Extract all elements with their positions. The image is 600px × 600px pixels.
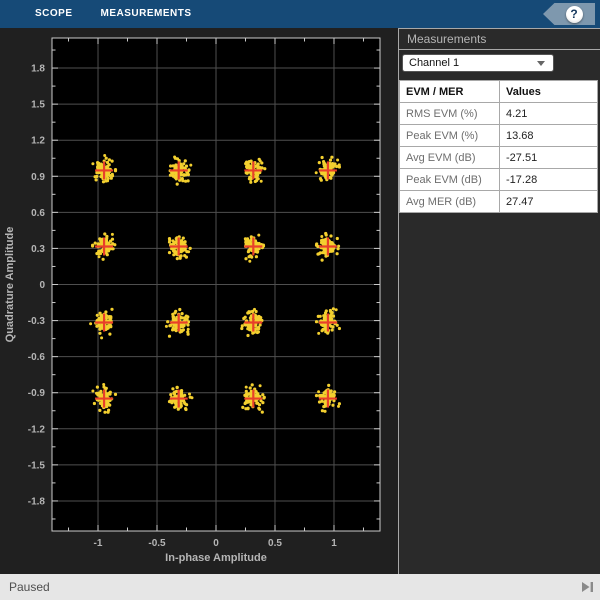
metric-column-header: EVM / MER [399,80,500,103]
svg-text:-1.5: -1.5 [28,460,46,471]
svg-text:0: 0 [213,538,219,549]
metric-value: 27.47 [499,190,598,213]
table-row: RMS EVM (%) 4.21 [399,102,598,125]
main-region: -1 -0.5 0 0.5 1 -1.8 -1.5 -1.2 -0.9 -0.6 -0.3 0 0.3 0… [0,28,600,574]
table-row: Peak EVM (%) 13.68 [399,124,598,147]
svg-text:-1: -1 [94,538,103,549]
panel-title: Measurements [399,29,600,50]
svg-text:1: 1 [331,538,337,549]
plot-figure: -1 -0.5 0 0.5 1 -1.8 -1.5 -1.2 -0.9 -0.6 -0.3 0 0.3 0… [0,28,397,574]
svg-text:-0.5: -0.5 [148,538,166,549]
channel-dropdown-value: Channel 1 [409,57,460,69]
svg-text:-1.8: -1.8 [28,496,46,507]
panel-splitter[interactable] [398,28,399,574]
axes-box [51,37,381,532]
toolstrip-tab-bar: SCOPE MEASUREMENTS ? [0,0,600,28]
axis-ticks [52,38,380,531]
reference-constellation-markers [95,161,337,408]
svg-text:1.5: 1.5 [31,100,45,111]
table-row: Peak EVM (dB) -17.28 [399,168,598,191]
tab-measurements[interactable]: MEASUREMENTS [100,8,192,19]
values-column-header: Values [499,80,598,103]
metric-value: -27.51 [499,146,598,169]
svg-text:-0.6: -0.6 [28,352,46,363]
svg-text:0.6: 0.6 [31,208,45,219]
metric-value: 4.21 [499,102,598,125]
measurements-table: EVM / MER Values RMS EVM (%) 4.21 Peak E… [399,80,598,213]
svg-text:1.8: 1.8 [31,64,45,75]
status-bar: Paused [0,574,600,600]
metric-value: 13.68 [499,124,598,147]
help-button[interactable]: ? [543,3,595,25]
chevron-down-icon [537,60,545,66]
svg-text:-1.2: -1.2 [28,424,46,435]
table-header-row: EVM / MER Values [399,80,598,103]
step-forward-icon[interactable] [580,581,600,593]
measurements-panel: Measurements Channel 1 EVM / MER Values … [399,28,600,574]
constellation-plot: -1 -0.5 0 0.5 1 -1.8 -1.5 -1.2 -0.9 -0.6 -0.3 0 0.3 0… [4,37,381,564]
svg-text:0.9: 0.9 [31,172,45,183]
svg-text:0: 0 [39,280,45,291]
question-icon[interactable]: ? [565,5,583,23]
svg-text:0.5: 0.5 [268,538,282,549]
table-row: Avg MER (dB) 27.47 [399,190,598,213]
channel-dropdown[interactable]: Channel 1 [402,54,554,72]
svg-text:0.3: 0.3 [31,244,45,255]
tick-labels: -1 -0.5 0 0.5 1 -1.8 -1.5 -1.2 -0.9 -0.6 -0.3 0 0.3 0… [28,64,337,549]
metric-label: Avg EVM (dB) [399,146,500,169]
metric-label: Avg MER (dB) [399,190,500,213]
y-axis-label: Quadrature Amplitude [4,227,16,343]
metric-label: RMS EVM (%) [399,102,500,125]
metric-label: Peak EVM (%) [399,124,500,147]
x-axis-label: In-phase Amplitude [165,552,267,564]
status-text: Paused [9,580,50,594]
metric-label: Peak EVM (dB) [399,168,500,191]
svg-text:1.2: 1.2 [31,136,45,147]
svg-text:-0.3: -0.3 [28,316,46,327]
table-row: Avg EVM (dB) -27.51 [399,146,598,169]
tab-scope[interactable]: SCOPE [35,8,73,19]
svg-text:-0.9: -0.9 [28,388,46,399]
metric-value: -17.28 [499,168,598,191]
